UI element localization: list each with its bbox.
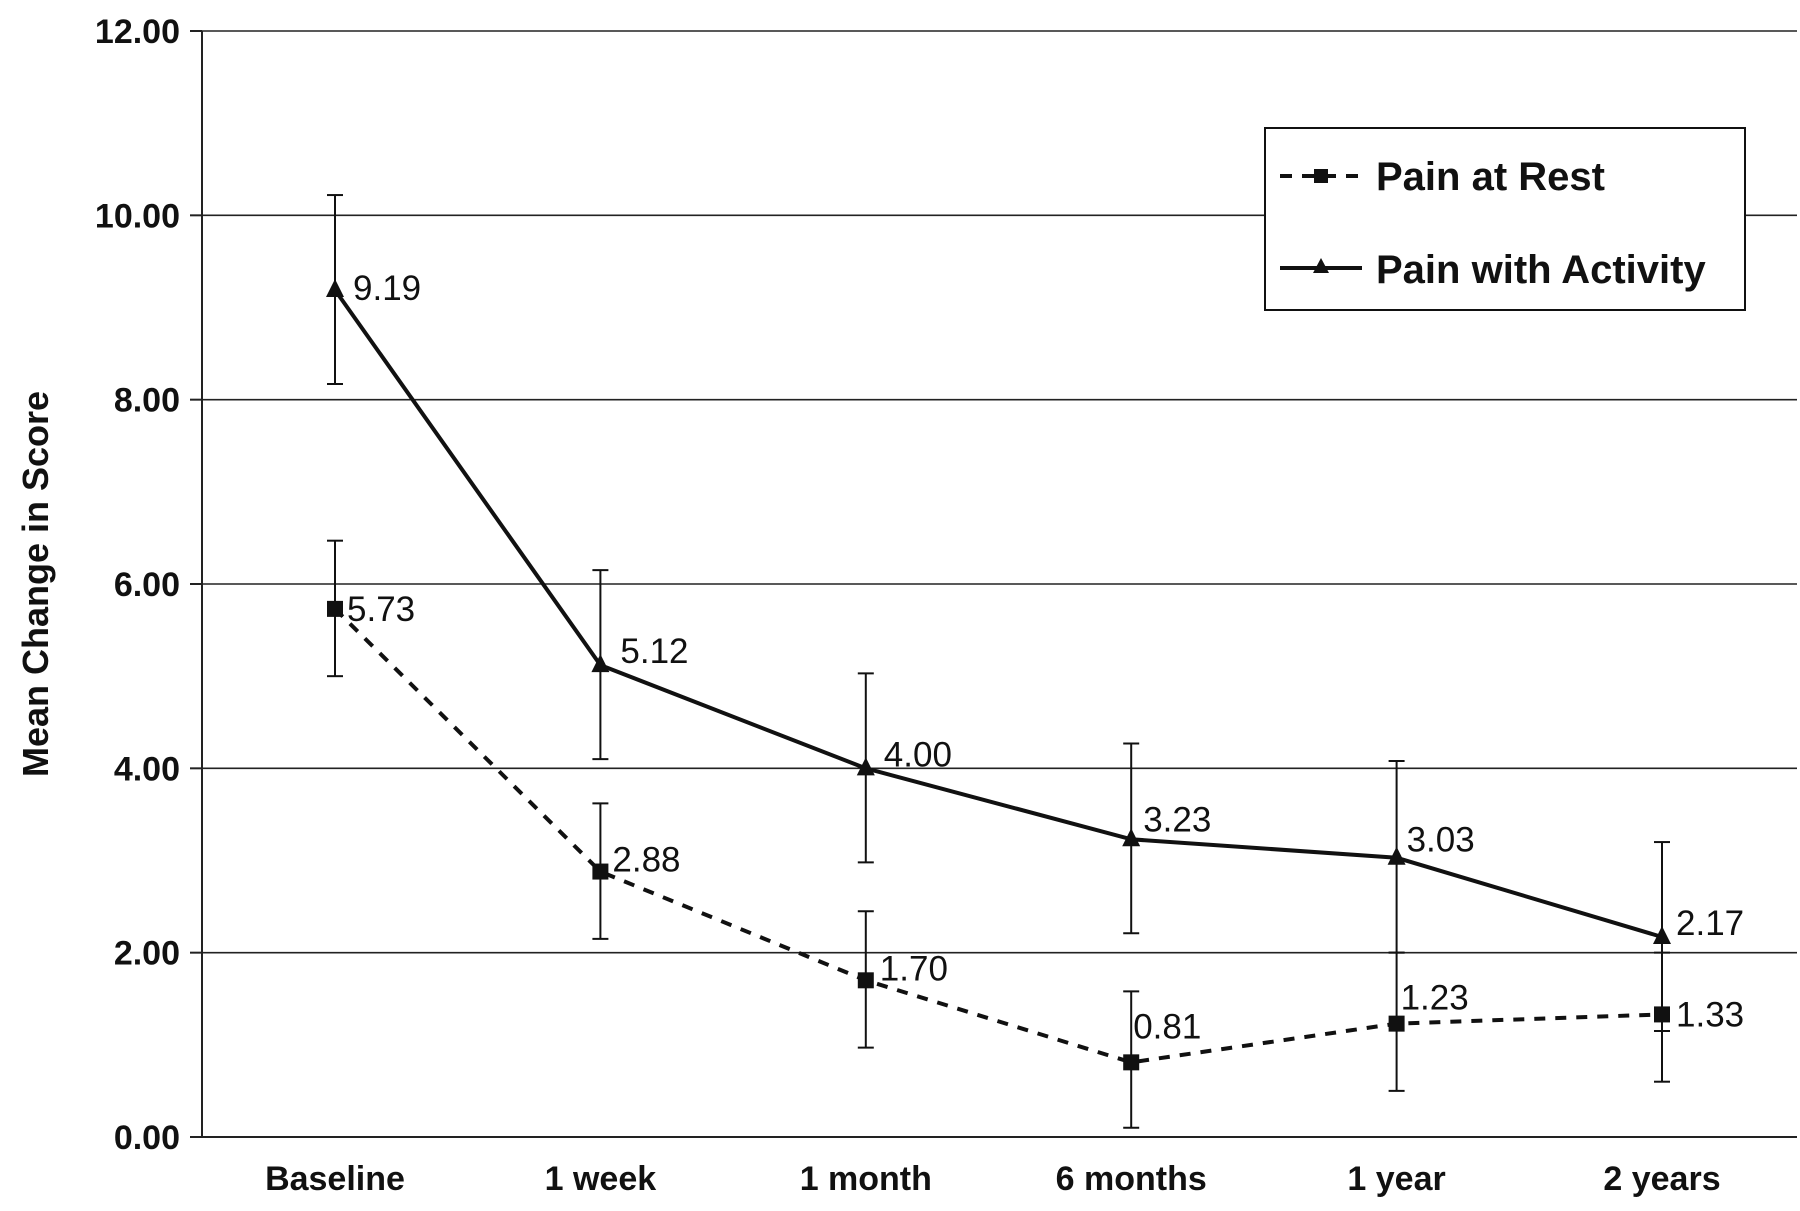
y-tick-labels: 0.00 2.00 4.00 6.00 8.00 10.00 12.00 [95,13,180,1157]
data-point-marker [1123,1054,1140,1071]
data-label: 5.12 [620,632,688,671]
data-label: 2.88 [612,841,680,880]
x-tick-label: 6 months [1056,1160,1207,1198]
data-label: 0.81 [1133,1007,1201,1046]
data-point-marker [591,654,610,673]
axes [190,30,1797,1138]
series-line [333,607,1663,1065]
y-tick-label: 6.00 [114,566,180,604]
x-tick-label: 1 year [1347,1160,1445,1198]
data-point-marker [1653,925,1671,944]
legend-label-pain-with-activity: Pain with Activity [1376,248,1706,292]
data-label: 1.33 [1676,995,1744,1034]
legend-box [1264,127,1746,311]
x-tick-label: 1 month [800,1160,932,1198]
y-tick-label: 10.00 [95,197,180,235]
data-point-marker [856,757,875,776]
y-tick-label: 4.00 [114,750,180,788]
data-label: 1.23 [1401,979,1469,1018]
y-tick-label: 0.00 [114,1119,180,1157]
data-point-marker [1122,828,1141,847]
x-tick-label: 1 week [545,1160,657,1198]
data-point-marker [1388,1015,1405,1032]
y-axis-label: Mean Change in Score [15,391,56,777]
data-point-marker [327,600,343,617]
series-pain-with-activity: 9.19 5.12 4.00 3.23 3.03 2.17 [326,194,1744,1033]
data-label: 2.17 [1676,904,1744,943]
data-label: 5.73 [347,590,415,629]
series-pain-at-rest: 5.73 2.88 1.70 0.81 1.23 1.33 [327,539,1744,1129]
data-label: 3.23 [1143,800,1211,839]
legend-marker-triangle [1313,258,1329,273]
data-point-marker [592,863,609,880]
legend: Pain at Rest Pain with Activity [1264,127,1746,311]
series-line [333,288,1663,939]
data-point-marker [857,972,874,989]
y-tick-label: 2.00 [114,935,180,973]
legend-label-pain-at-rest: Pain at Rest [1376,155,1605,199]
legend-marker-square [1314,169,1328,183]
data-point-marker [326,278,344,297]
data-label: 1.70 [880,949,948,988]
x-tick-label: 2 years [1603,1160,1720,1198]
data-point-marker [1387,846,1406,865]
series-group: 5.73 2.88 1.70 0.81 1.23 1.33 9.19 5.12 4.00 3.23… [326,194,1744,1129]
data-label: 4.00 [884,735,952,774]
x-tick-labels: Baseline 1 week 1 month 6 months 1 year 2 yea… [265,1160,1721,1198]
y-tick-label: 12.00 [95,13,180,51]
gridlines [202,30,1797,954]
data-label: 9.19 [353,269,421,308]
data-label: 3.03 [1407,821,1475,860]
x-tick-label: Baseline [265,1160,405,1198]
y-tick-label: 8.00 [114,382,180,420]
